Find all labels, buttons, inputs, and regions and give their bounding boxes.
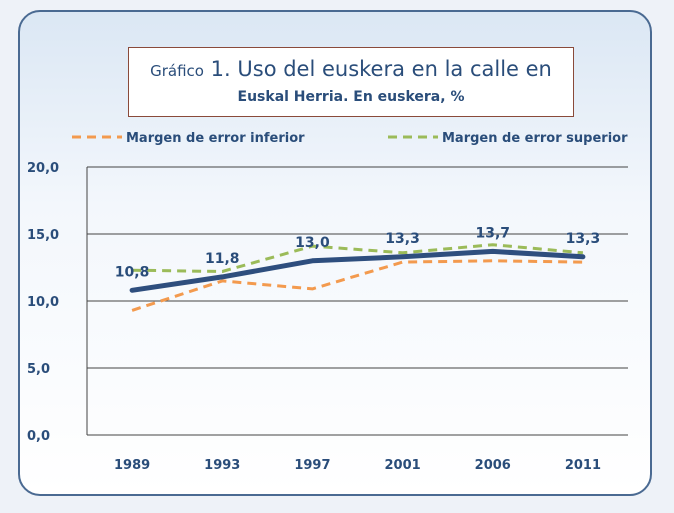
y-tick-label: 10,0 <box>27 295 59 310</box>
y-tick-label: 0,0 <box>27 429 50 444</box>
data-label: 13,3 <box>385 231 420 247</box>
chart-title-text: 1. Uso del euskera en la calle en <box>210 57 552 81</box>
data-label: 13,7 <box>475 225 510 241</box>
x-tick-label: 1993 <box>204 458 240 473</box>
legend-label-lower: Margen de error inferior <box>126 131 305 146</box>
data-label: 10,8 <box>115 264 150 280</box>
x-tick-label: 2011 <box>565 458 601 473</box>
chart-legend: Margen de error inferior Margen de error … <box>72 131 628 146</box>
y-tick-label: 5,0 <box>27 362 50 377</box>
x-tick-label: 1989 <box>114 458 150 473</box>
data-label: 13,3 <box>566 231 601 247</box>
x-tick-label: 2006 <box>475 458 511 473</box>
data-label: 13,0 <box>295 235 330 251</box>
y-tick-label: 20,0 <box>27 161 59 176</box>
series-line-upper <box>132 243 584 273</box>
data-label: 11,8 <box>205 251 240 267</box>
x-tick-label: 1997 <box>294 458 330 473</box>
chart-subtitle: Euskal Herria. En euskera, % <box>237 89 465 105</box>
legend-label-upper: Margen de error superior <box>442 131 628 146</box>
chart-title-prefix: Gráfico <box>150 62 204 80</box>
y-tick-label: 15,0 <box>27 228 59 243</box>
series-line-lower <box>131 259 583 312</box>
chart-title-box: Gráfico 1. Uso del euskera en la calle e… <box>128 47 574 117</box>
chart-series <box>129 243 586 312</box>
x-tick-label: 2001 <box>384 458 420 473</box>
chart-grid <box>86 166 628 436</box>
chart-title: Gráfico 1. Uso del euskera en la calle e… <box>129 56 573 84</box>
series-line-main <box>129 248 586 293</box>
chart-labels: 0,0 5,0 10,0 15,0 20,0 1989 1993 1997 2001 2006 20… <box>27 161 601 473</box>
